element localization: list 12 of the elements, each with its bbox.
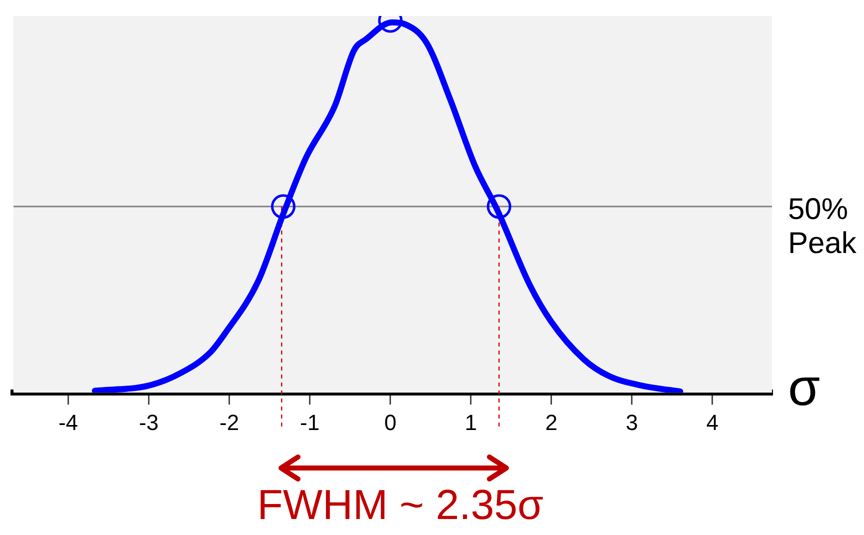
x-tick-label: 4 — [706, 410, 719, 435]
x-tick-label: 0 — [384, 410, 396, 435]
ref-line-label: 50% Peak — [788, 192, 858, 260]
x-tick-label: -4 — [58, 410, 78, 435]
x-tick-label: 1 — [464, 410, 477, 435]
x-tick-label: 2 — [545, 410, 558, 435]
x-tick-label: 3 — [626, 410, 638, 435]
x-tick-label: -1 — [300, 410, 320, 435]
text: FWHM ~ 2.35σ — [257, 481, 544, 528]
x-axis-title: σ — [788, 358, 820, 417]
x-tick-label: -3 — [138, 410, 159, 435]
x-tick-label: -2 — [220, 410, 240, 435]
